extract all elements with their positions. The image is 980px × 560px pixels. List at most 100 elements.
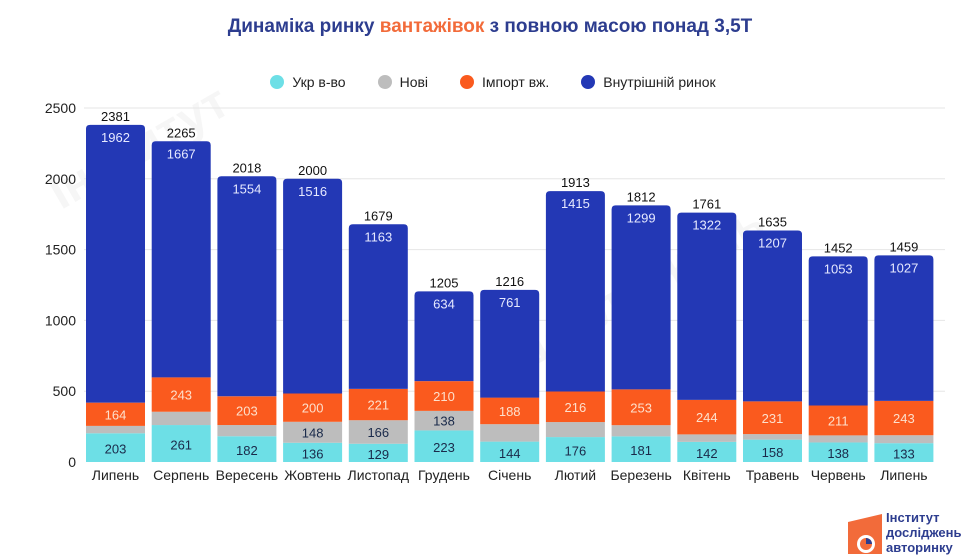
data-label: 253 [630, 400, 652, 415]
total-label: 2381 [101, 109, 130, 124]
data-label: 181 [630, 443, 652, 458]
bar-segment-3 [545, 191, 605, 392]
data-label: 244 [696, 410, 718, 425]
data-label: 158 [762, 445, 784, 460]
x-tick-label: Серпень [153, 467, 209, 483]
x-tick-label: Березень [610, 467, 671, 483]
bar-segment-0 [611, 436, 671, 462]
bar-segment-3 [808, 256, 868, 406]
logo-line: авторинку [886, 540, 953, 555]
bar-segment-2 [480, 397, 540, 425]
legend: Укр в-во Нові Імпорт вж. Внутрішній рино… [0, 74, 980, 90]
total-label: 1216 [495, 274, 524, 289]
bar-segment-1 [151, 411, 211, 426]
data-label: 1415 [561, 196, 590, 211]
y-tick-label: 1500 [45, 242, 76, 258]
data-label: 176 [565, 444, 587, 459]
bar-segment-2 [677, 399, 737, 435]
bar-segment-3 [480, 289, 540, 398]
bar-segment-2 [151, 377, 211, 412]
bar-segment-2 [611, 389, 671, 426]
bar-segment-0 [283, 442, 343, 462]
bar-segment-3 [874, 255, 934, 401]
total-label: 1913 [561, 175, 590, 190]
data-label: 1322 [692, 218, 721, 233]
total-label: 1812 [627, 189, 656, 204]
bar-segment-1 [348, 420, 408, 444]
data-label: 243 [893, 411, 915, 426]
x-tick-label: Вересень [216, 467, 279, 483]
bar-segment-1 [545, 422, 605, 438]
bar-segment-2 [545, 391, 605, 423]
bar-segment-1 [743, 434, 802, 440]
data-label: 1667 [167, 146, 196, 161]
x-tick-label: Лютий [555, 467, 596, 483]
y-tick-label: 1000 [45, 312, 76, 328]
bar-segment-0 [414, 430, 474, 462]
bar-segment-1 [217, 425, 277, 437]
bar-segment-3 [151, 141, 211, 378]
legend-label: Імпорт вж. [482, 74, 550, 90]
bar-segment-0 [545, 437, 605, 462]
y-tick-label: 500 [53, 383, 77, 399]
x-tick-label: Липень [92, 467, 139, 483]
bar-segment-0 [348, 443, 408, 462]
total-label: 2000 [298, 163, 327, 178]
bar-segment-1 [808, 435, 868, 443]
total-label: 2265 [167, 125, 196, 140]
bar-segment-3 [348, 224, 408, 389]
title-suffix: з повною масою понад 3,5Т [484, 16, 753, 37]
data-label: 1163 [364, 229, 392, 244]
data-label: 148 [302, 425, 324, 440]
bar-segment-0 [677, 441, 737, 462]
logo-line: Інститут [886, 510, 940, 525]
data-label: 1516 [298, 184, 327, 199]
data-label: 144 [499, 446, 521, 461]
data-label: 1962 [101, 130, 130, 145]
data-label: 216 [565, 400, 587, 415]
bar-segment-2 [217, 396, 277, 426]
total-label: 1459 [889, 239, 918, 254]
legend-item-domestic: Внутрішній ринок [581, 74, 716, 90]
legend-label: Нові [399, 74, 429, 90]
data-label: 133 [893, 447, 915, 462]
bar-segment-2 [414, 381, 474, 411]
bar-segment-1 [677, 434, 737, 442]
bar-segment-3 [283, 178, 343, 394]
bar-segment-1 [86, 425, 145, 434]
x-tick-label: Квітень [683, 467, 731, 483]
x-tick-label: Жовтень [284, 467, 341, 483]
bar-segment-1 [874, 435, 934, 444]
title-prefix: Динаміка ринку [227, 16, 380, 37]
logo-icon [848, 514, 882, 554]
data-label: 164 [105, 407, 127, 422]
total-label: 1679 [364, 208, 393, 223]
total-label: 1635 [758, 214, 787, 229]
bar-segment-1 [283, 421, 343, 443]
x-tick-label: Листопад [348, 467, 410, 483]
data-label: 138 [433, 414, 455, 429]
data-label: 231 [762, 411, 784, 426]
legend-swatch [270, 75, 285, 89]
data-label: 200 [302, 401, 324, 416]
data-label: 634 [433, 296, 455, 311]
x-tick-label: Липень [880, 467, 927, 483]
bar-segment-1 [480, 424, 540, 442]
bar-segment-2 [86, 402, 145, 426]
total-label: 1761 [692, 197, 721, 212]
bar-segment-0 [217, 436, 277, 462]
bar-segment-2 [874, 400, 934, 436]
data-label: 1554 [232, 181, 261, 196]
bar-segment-0 [480, 441, 540, 462]
bar-segment-0 [86, 433, 145, 462]
chart-title: Динаміка ринку вантажівок з повною масою… [0, 16, 980, 38]
x-tick-label: Грудень [418, 467, 470, 483]
data-label: 129 [367, 447, 389, 462]
bar-segment-2 [743, 401, 802, 435]
bar-segment-1 [414, 410, 474, 431]
data-label: 211 [828, 413, 849, 428]
data-label: 243 [170, 388, 192, 403]
bar-segment-0 [874, 443, 934, 462]
legend-swatch [581, 75, 596, 89]
